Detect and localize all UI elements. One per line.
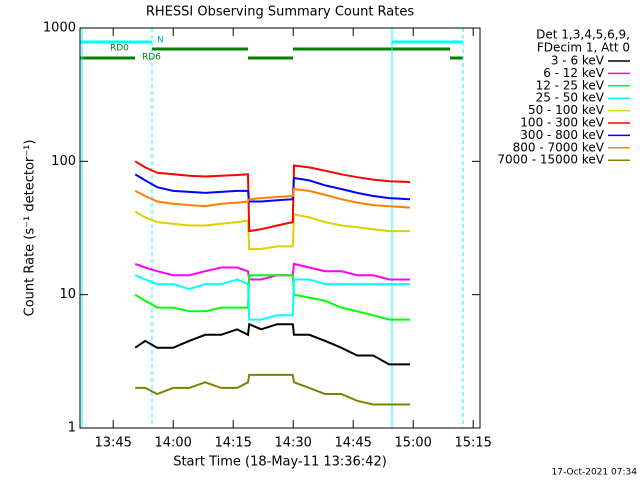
y-tick-label: 100	[51, 154, 76, 169]
legend-label: 50 - 100 keV	[528, 103, 605, 117]
data-line	[134, 274, 410, 321]
x-axis-label: Start Time (18-May-11 13:36:42)	[173, 455, 387, 470]
legend-label: 6 - 12 keV	[543, 66, 605, 80]
data-line	[134, 187, 411, 209]
x-tick-label: 14:15	[214, 436, 251, 451]
legend-header: FDecim 1, Att 0	[537, 41, 630, 55]
legend-header: Det 1,3,4,5,6,9,	[536, 28, 630, 42]
x-tick-label: 15:15	[454, 436, 491, 451]
legend-label: 25 - 50 keV	[536, 91, 605, 105]
y-axis-label: Count Rate (s⁻¹ detector⁻¹)	[23, 140, 38, 317]
data-line	[134, 210, 410, 250]
annotation: RD0	[110, 44, 129, 54]
x-tick-label: 15:00	[394, 436, 431, 451]
annotation: RD6	[142, 53, 161, 63]
data-line	[134, 173, 411, 203]
legend-label: 3 - 6 keV	[551, 54, 605, 68]
data-line	[134, 160, 411, 233]
chart-title: RHESSI Observing Summary Count Rates	[146, 5, 415, 20]
plot-frame	[79, 27, 481, 429]
legend-label: 12 - 25 keV	[536, 78, 605, 92]
legend-label: 300 - 800 keV	[520, 128, 604, 142]
data-line	[134, 322, 410, 366]
data-line	[134, 274, 410, 321]
annotation: N	[157, 36, 164, 46]
legend-label: 100 - 300 keV	[520, 116, 604, 130]
y-tick-label: 1	[68, 421, 76, 436]
x-tick-label: 14:30	[274, 436, 311, 451]
x-tick-label: 14:00	[154, 436, 191, 451]
y-tick-label: 1000	[43, 21, 76, 36]
y-tick-label: 10	[59, 287, 76, 302]
attenuator-bars	[80, 28, 464, 428]
x-tick-label: 14:45	[334, 436, 371, 451]
data-line	[135, 373, 410, 406]
data-line	[134, 262, 410, 281]
legend-label: 800 - 7000 keV	[513, 140, 605, 154]
footer: 17-Oct-2021 07:34	[552, 468, 638, 478]
legend-label: 7000 - 15000 keV	[497, 153, 604, 167]
x-tick-label: 13:45	[94, 436, 131, 451]
